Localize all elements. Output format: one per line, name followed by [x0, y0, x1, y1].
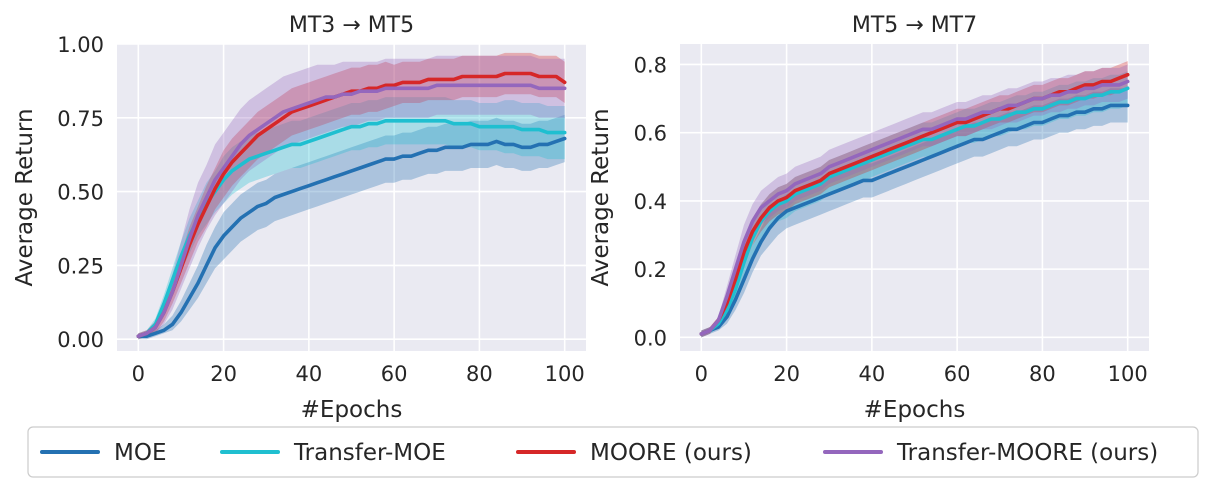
x-tick-label: 40: [858, 362, 885, 386]
band-moore-ours-: [138, 52, 565, 340]
x-tick-label: 60: [944, 362, 971, 386]
x-tick-label: 100: [545, 362, 585, 386]
x-tick-label: 40: [295, 362, 322, 386]
legend-label: MOE: [114, 440, 166, 466]
x-axis-label: #Epochs: [301, 397, 403, 423]
y-tick-label: 0.00: [57, 328, 104, 352]
y-tick-label: 0.4: [634, 190, 667, 214]
legend-box: [27, 426, 1199, 478]
y-tick-label: 0.6: [634, 122, 667, 146]
y-tick-label: 0.8: [634, 53, 667, 77]
line-transfer-moore-ours-: [699, 79, 1130, 336]
x-tick-label: 60: [381, 362, 408, 386]
line-moe: [136, 136, 567, 338]
y-tick-label: 0.50: [57, 181, 104, 205]
band-transfer-moore-ours-: [138, 55, 565, 340]
chart-mt3-mt5: 0 20 40 60 80 100 0.00 0.25 0.50 0.75 1.00 MT3 → MT…: [12, 13, 586, 423]
band-moe: [138, 114, 565, 340]
y-axis-label: Average Return: [588, 108, 614, 286]
x-axis-label: #Epochs: [864, 397, 966, 423]
x-tick-label: 20: [210, 362, 237, 386]
x-tick-label: 80: [1029, 362, 1056, 386]
chart-mt5-mt7: 0 20 40 60 80 100 0.0 0.2 0.4 0.6 0.8 MT5 → MT7 #Epo…: [588, 13, 1149, 423]
y-tick-label: 0.25: [57, 254, 104, 278]
x-tick-label: 0: [132, 362, 145, 386]
chart-title: MT5 → MT7: [852, 13, 977, 38]
y-axis-label: Average Return: [12, 108, 38, 286]
plot-area: [680, 44, 1149, 351]
x-tick-label: 100: [1108, 362, 1148, 386]
x-tick-label: 0: [695, 362, 708, 386]
y-tick-label: 0.0: [634, 326, 667, 350]
line-moore-ours-: [699, 72, 1130, 336]
y-tick-label: 0.75: [57, 107, 104, 131]
legend-label: MOORE (ours): [590, 440, 752, 466]
legend-label: Transfer-MOORE (ours): [896, 440, 1158, 466]
line-transfer-moe: [699, 86, 1130, 336]
line-moe: [699, 103, 1130, 336]
line-transfer-moore-ours-: [136, 83, 567, 338]
x-tick-label: 80: [466, 362, 493, 386]
line-moore-ours-: [136, 71, 567, 338]
y-tick-label: 0.2: [634, 258, 667, 282]
legend: MOE Transfer-MOE MOORE (ours) Transfer-MOOR…: [27, 426, 1199, 478]
y-tick-label: 1.00: [57, 33, 104, 57]
x-tick-label: 20: [773, 362, 800, 386]
chart-title: MT3 → MT5: [289, 13, 414, 38]
band-transfer-moe: [138, 97, 565, 340]
legend-label: Transfer-MOE: [293, 440, 446, 466]
